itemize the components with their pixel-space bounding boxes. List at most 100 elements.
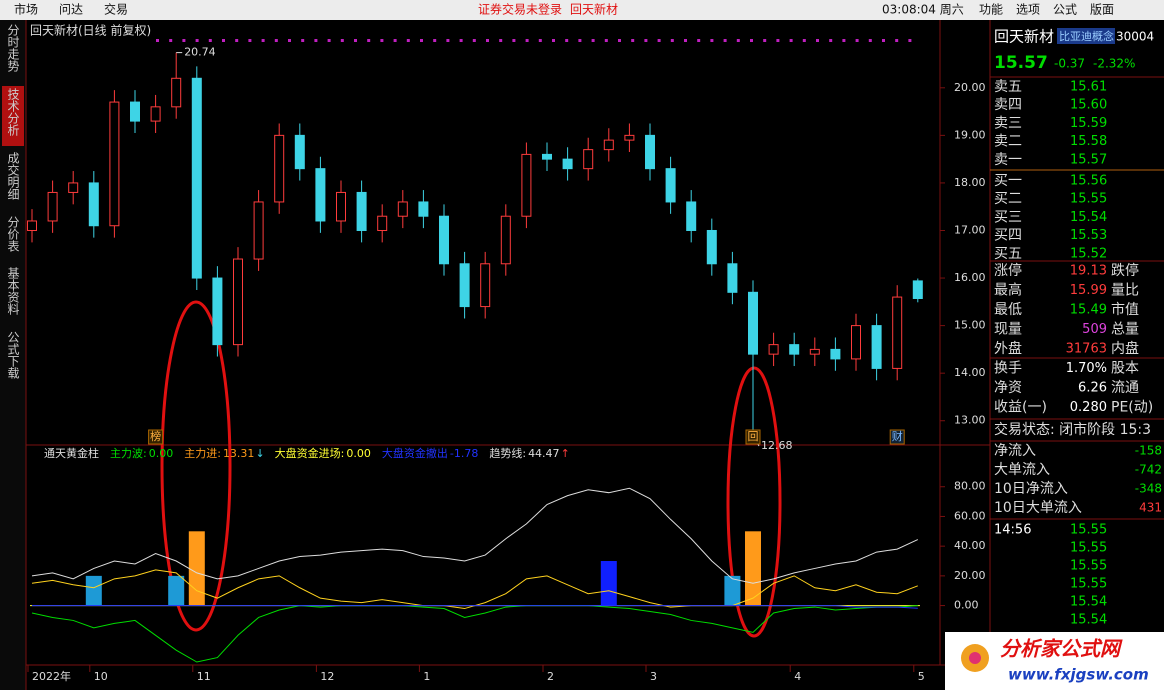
marker-box [745, 429, 761, 445]
book-label: 卖五 [994, 79, 1022, 95]
candle-body [851, 325, 861, 360]
signal-dot [406, 39, 410, 42]
candle-body [109, 101, 120, 227]
stat-label: 总量 [1111, 322, 1139, 338]
logo-flower-center [969, 652, 981, 664]
candle-body [562, 158, 573, 170]
candle-body [233, 258, 243, 346]
legend-value: 0.00 [149, 447, 174, 460]
stat-label: 股本 [1111, 361, 1139, 377]
candle-body [356, 191, 367, 231]
book-label: 买一 [994, 173, 1022, 189]
sidebar-tab[interactable]: 分价表 [6, 216, 20, 252]
price-change: -0.37 [1054, 57, 1085, 71]
y-tick-label: 18.00 [954, 176, 986, 189]
candle-body [480, 263, 491, 308]
y-tick-label: 60.00 [954, 509, 986, 522]
candle-body [500, 215, 511, 265]
signal-dot [789, 39, 793, 42]
book-label: 卖四 [994, 97, 1022, 113]
flow-label: 10日净流入 [994, 481, 1068, 497]
signal-dot [697, 39, 701, 42]
candle-body [912, 280, 923, 299]
legend-value: 0.00 [346, 447, 371, 460]
candle-body [315, 168, 326, 222]
sidebar-tab[interactable]: 分时走势 [6, 24, 20, 72]
sidebar-tab[interactable]: 基本资料 [6, 267, 20, 315]
book-price: 15.55 [1070, 192, 1107, 207]
stat-value: 509 [1082, 322, 1107, 337]
candle-body [809, 348, 820, 355]
menu-item[interactable]: 问达 [59, 3, 83, 17]
tick-price: 15.55 [1070, 523, 1107, 538]
menu-item[interactable]: 版面 [1090, 3, 1114, 17]
signal-dot [367, 39, 371, 42]
candle-body [47, 191, 58, 222]
event-marker[interactable]: 榜 [150, 429, 161, 443]
sidebar-tab[interactable]: 公式下载 [6, 331, 20, 380]
logo-url: www.fxjgsw.com [1008, 666, 1149, 684]
menu-item[interactable]: 选项 [1016, 3, 1040, 17]
stock-code: 30004 [1116, 30, 1154, 44]
signal-dot [750, 39, 753, 42]
highlight-ring [726, 366, 782, 638]
candle-body [171, 77, 182, 108]
candle-body [274, 134, 285, 203]
candle-body [686, 201, 697, 231]
book-price: 15.59 [1070, 116, 1107, 131]
candle-body [748, 291, 758, 355]
x-tick-label: 3 [650, 670, 657, 683]
stat-label: 涨停 [994, 262, 1022, 279]
highlight-ring [160, 300, 232, 632]
legend-value: -1.78 [450, 447, 478, 460]
legend-name: 趋势线: [489, 446, 526, 460]
flow-value: 431 [1139, 501, 1162, 515]
signal-dot [657, 39, 661, 42]
signal-dot [670, 39, 674, 42]
signal-dot [868, 39, 872, 42]
sidebar-tab[interactable]: 成交明细 [6, 152, 20, 200]
signal-dot [895, 39, 899, 42]
tick-price: 15.54 [1070, 613, 1107, 628]
menu-item[interactable]: 交易 [104, 2, 128, 17]
menu-item[interactable]: 功能 [979, 3, 1003, 17]
marker-box [889, 429, 905, 445]
candle-body [789, 344, 800, 355]
candle-body [521, 153, 532, 217]
signal-dot [222, 39, 225, 42]
x-tick-label: 2 [547, 670, 554, 683]
signal-dot [301, 39, 305, 42]
signal-dot [882, 39, 885, 42]
event-marker[interactable]: 财 [892, 429, 903, 443]
candle-body [88, 182, 99, 227]
candle-body [336, 191, 346, 222]
indicator-line [31, 605, 918, 663]
stat-label: 市值 [1111, 301, 1139, 318]
candle-body [294, 134, 305, 170]
menu-item[interactable]: 市场 [14, 2, 38, 17]
signal-dot [631, 39, 635, 42]
signal-dot [182, 39, 186, 42]
login-notice: 证券交易未登录 [478, 2, 562, 17]
sidebar-tab[interactable]: 技术分析 [6, 88, 20, 137]
tick-price: 15.55 [1070, 559, 1107, 574]
book-label: 卖三 [994, 115, 1022, 131]
signal-dot [393, 39, 397, 42]
candle-body [253, 201, 264, 260]
signal-dot [274, 39, 278, 42]
stat-label: 现量 [994, 322, 1022, 338]
book-label: 买五 [994, 246, 1022, 262]
indicator-title: 通天黄金柱 [44, 446, 99, 460]
book-price: 15.57 [1070, 152, 1107, 167]
flow-value: -348 [1135, 482, 1162, 496]
signal-dot [235, 39, 239, 42]
event-marker[interactable]: 回 [748, 430, 759, 443]
candle-body [542, 153, 552, 160]
signal-dot [208, 39, 212, 42]
active-tab [2, 86, 24, 146]
candle-body [624, 134, 635, 141]
signal-dot [552, 39, 555, 42]
menu-item[interactable]: 公式 [1053, 3, 1077, 17]
flow-value: -158 [1135, 444, 1162, 458]
candle-body [459, 263, 470, 308]
